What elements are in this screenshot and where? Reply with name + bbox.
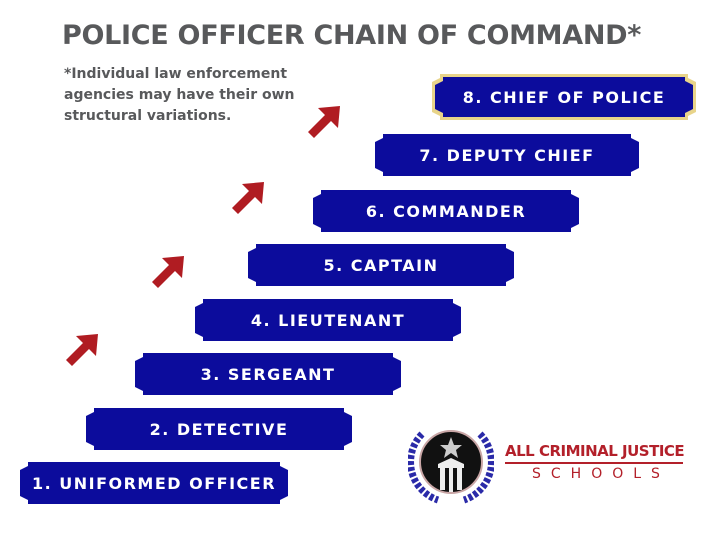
brand-name: ALL CRIMINAL JUSTICE [505, 442, 685, 460]
rank-4: 4. LIEUTENANT [195, 299, 461, 341]
rank-2: 2. DETECTIVE [86, 408, 352, 450]
arrow-up-right-icon [66, 334, 98, 366]
rank-1: 1. UNIFORMED OFFICER [20, 462, 288, 504]
rank-label: 5. CAPTAIN [323, 255, 439, 275]
arrow-up-right-icon [232, 182, 264, 214]
rank-label: 8. CHIEF OF POLICE [462, 87, 666, 107]
disclaimer-note: *Individual law enforcement agencies may… [64, 66, 295, 124]
rank-label: 7. DEPUTY CHIEF [419, 145, 595, 165]
rank-5: 5. CAPTAIN [248, 244, 514, 286]
rank-6: 6. COMMANDER [313, 190, 579, 232]
rank-8-inner: 8. CHIEF OF POLICE [435, 77, 693, 117]
rank-8: 8. CHIEF OF POLICE [432, 74, 696, 120]
brand-divider [505, 462, 683, 464]
brand-subtitle: SCHOOLS [532, 466, 670, 482]
rank-label: 4. LIEUTENANT [250, 310, 406, 330]
rank-7: 7. DEPUTY CHIEF [375, 134, 639, 176]
school-logo-emblem [408, 430, 494, 504]
arrow-up-right-icon [152, 256, 184, 288]
rank-label: 3. SERGEANT [200, 364, 336, 384]
rank-label: 2. DETECTIVE [149, 419, 289, 439]
rank-label: 1. UNIFORMED OFFICER [31, 473, 277, 493]
page-title: POLICE OFFICER CHAIN OF COMMAND* [62, 20, 642, 51]
rank-label: 6. COMMANDER [365, 201, 527, 221]
rank-3: 3. SERGEANT [135, 353, 401, 395]
arrow-up-right-icon [308, 106, 340, 138]
